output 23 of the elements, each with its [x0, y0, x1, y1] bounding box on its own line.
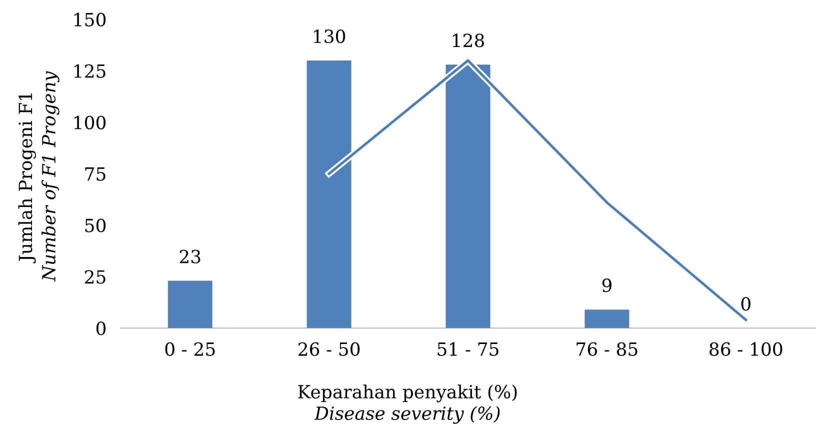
data-label: 0 [741, 297, 750, 311]
data-label: 130 [314, 29, 346, 44]
data-label: 23 [180, 250, 200, 264]
y-tick-label: 75 [85, 167, 106, 181]
x-axis-title: Keparahan penyakit (%) Disease severity (%) [298, 384, 517, 424]
y-tick-label: 0 [96, 322, 106, 336]
y-tick-label: 50 [85, 218, 106, 232]
bar [168, 280, 212, 328]
bar [584, 310, 630, 328]
x-tick-label: 51 - 75 [438, 342, 498, 356]
y-tick-label: 25 [85, 270, 106, 284]
bar [446, 64, 490, 328]
data-label: 128 [452, 34, 484, 48]
y-axis-title: Jumlah Progeni F1 Number of F1 Progeny [18, 71, 60, 282]
x-tick-label: 0 - 25 [165, 342, 215, 356]
bar [306, 60, 352, 328]
y-tick-label: 125 [74, 64, 106, 78]
y-tick-label: 100 [74, 116, 106, 130]
x-tick-label: 86 - 100 [710, 342, 782, 356]
y-tick-label: 150 [74, 12, 106, 26]
data-label: 9 [602, 278, 612, 292]
x-tick-label: 26 - 50 [298, 342, 360, 356]
x-tick-label: 76 - 85 [576, 342, 638, 356]
